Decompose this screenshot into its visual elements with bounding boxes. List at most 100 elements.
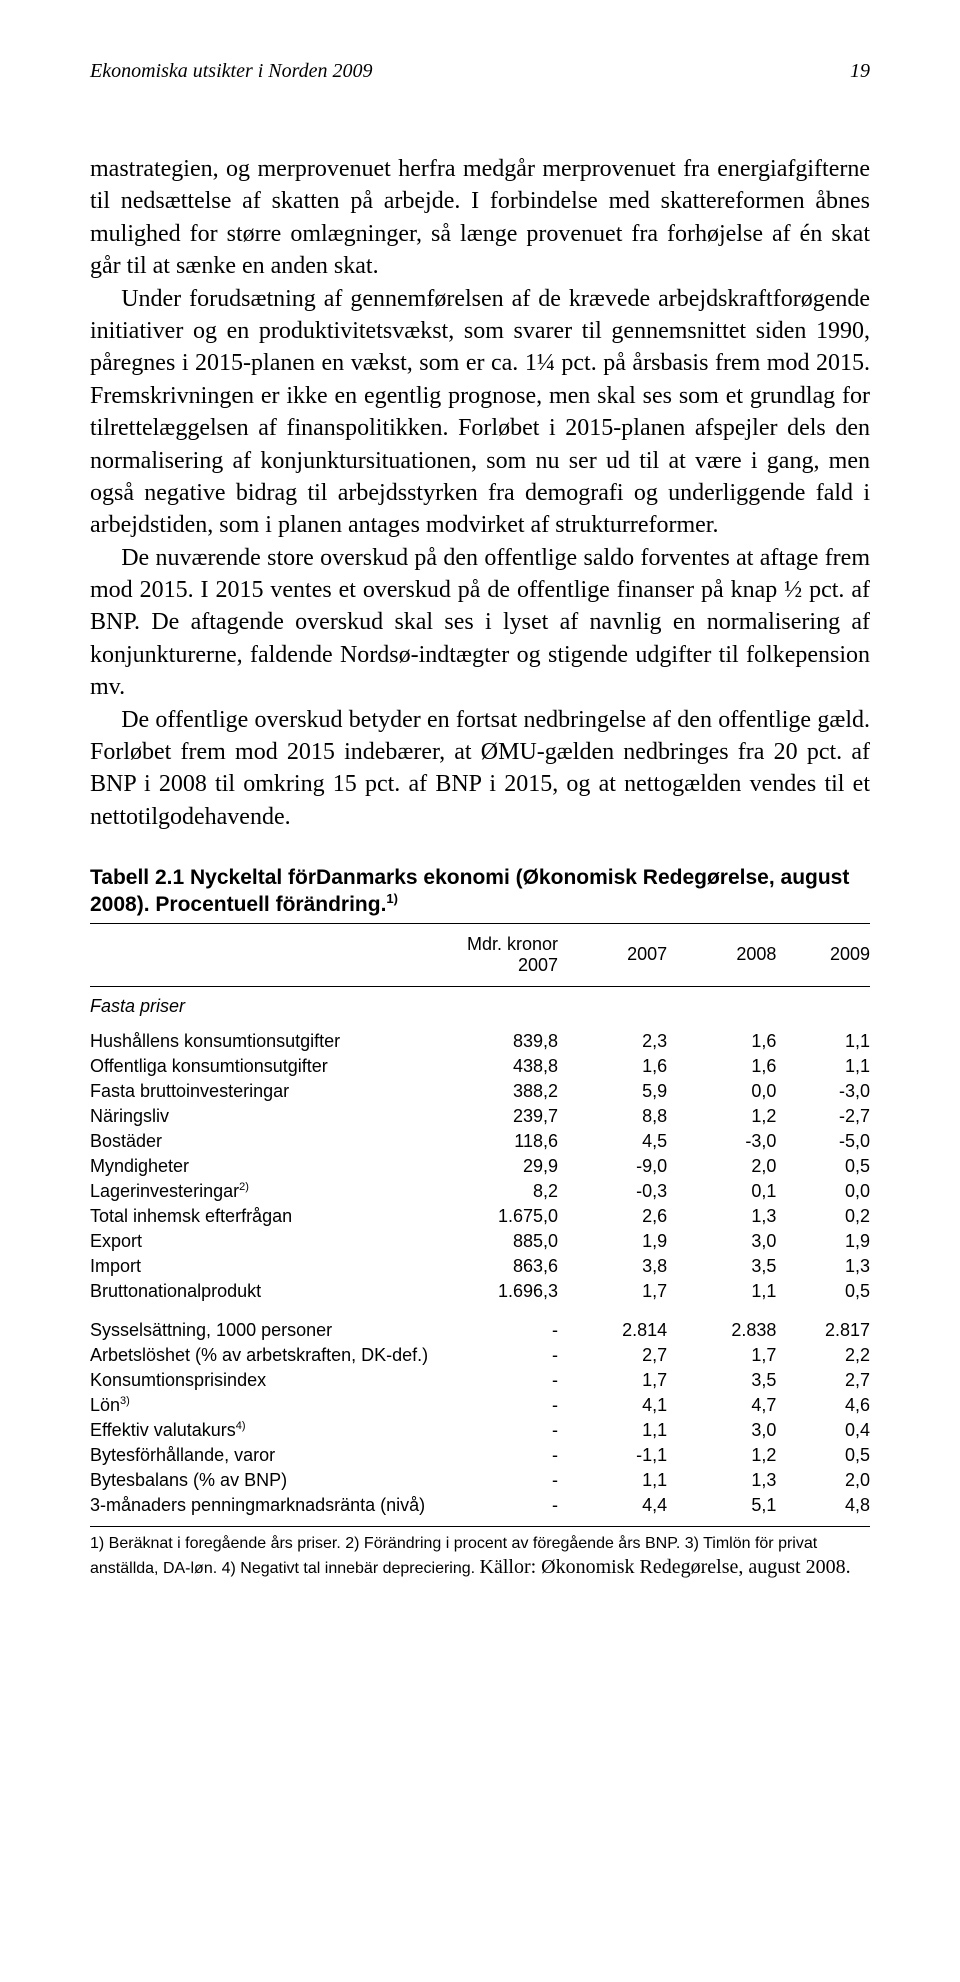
cell-2008: 0,0 bbox=[667, 1079, 776, 1104]
col-2008: 2008 bbox=[667, 923, 776, 986]
cell-2009: 0,4 bbox=[776, 1418, 870, 1443]
cell-value: 29,9 bbox=[433, 1154, 558, 1179]
cell-2007: 1,6 bbox=[558, 1054, 667, 1079]
table-row: Effektiv valutakurs4)-1,13,00,4 bbox=[90, 1418, 870, 1443]
row-label: Bostäder bbox=[90, 1129, 433, 1154]
table-row: Arbetslöshet (% av arbetskraften, DK-def… bbox=[90, 1343, 870, 1368]
row-label: Total inhemsk efterfrågan bbox=[90, 1204, 433, 1229]
cell-2009: 2,0 bbox=[776, 1468, 870, 1493]
cell-value: 1.675,0 bbox=[433, 1204, 558, 1229]
cell-value: 438,8 bbox=[433, 1054, 558, 1079]
table-row: Export885,01,93,01,9 bbox=[90, 1229, 870, 1254]
cell-2007: 4,5 bbox=[558, 1129, 667, 1154]
cell-2007: 4,4 bbox=[558, 1493, 667, 1518]
row-label: Myndigheter bbox=[90, 1154, 433, 1179]
cell-value: 1.696,3 bbox=[433, 1279, 558, 1304]
cell-2007: 1,7 bbox=[558, 1368, 667, 1393]
table-row: Bytesförhållande, varor--1,11,20,5 bbox=[90, 1443, 870, 1468]
table-row: Lön3)-4,14,74,6 bbox=[90, 1393, 870, 1418]
paragraph-2: Under forudsætning af gennemførelsen af … bbox=[90, 283, 870, 542]
cell-2008: -3,0 bbox=[667, 1129, 776, 1154]
cell-value: - bbox=[433, 1418, 558, 1443]
cell-2007: 4,1 bbox=[558, 1393, 667, 1418]
table-title-line2: Procentuell förändring. bbox=[155, 893, 386, 916]
cell-value: 839,8 bbox=[433, 1029, 558, 1054]
cell-value: - bbox=[433, 1343, 558, 1368]
cell-2009: 0,0 bbox=[776, 1179, 870, 1204]
cell-2008: 2.838 bbox=[667, 1318, 776, 1343]
table-row: Offentliga konsumtionsutgifter438,81,61,… bbox=[90, 1054, 870, 1079]
table-footnote: 1) Beräknat i foregående års priser. 2) … bbox=[90, 1526, 870, 1583]
table-row: Bytesbalans (% av BNP)-1,11,32,0 bbox=[90, 1468, 870, 1493]
cell-value: 239,7 bbox=[433, 1104, 558, 1129]
cell-2008: 1,3 bbox=[667, 1204, 776, 1229]
row-label: Offentliga konsumtionsutgifter bbox=[90, 1054, 433, 1079]
paragraph-4: De offentlige overskud betyder en fortsa… bbox=[90, 704, 870, 834]
cell-2007: -0,3 bbox=[558, 1179, 667, 1204]
row-label: Konsumtionsprisindex bbox=[90, 1368, 433, 1393]
cell-2009: 0,5 bbox=[776, 1443, 870, 1468]
row-label: Lön3) bbox=[90, 1393, 433, 1418]
cell-2009: 1,1 bbox=[776, 1029, 870, 1054]
cell-2008: 1,7 bbox=[667, 1343, 776, 1368]
cell-2008: 3,0 bbox=[667, 1418, 776, 1443]
cell-value: - bbox=[433, 1443, 558, 1468]
cell-value: 885,0 bbox=[433, 1229, 558, 1254]
row-label: Export bbox=[90, 1229, 433, 1254]
cell-2008: 3,0 bbox=[667, 1229, 776, 1254]
row-label: Arbetslöshet (% av arbetskraften, DK-def… bbox=[90, 1343, 433, 1368]
cell-2008: 1,1 bbox=[667, 1279, 776, 1304]
cell-2008: 1,3 bbox=[667, 1468, 776, 1493]
row-label: 3-månaders penningmarknadsränta (nivå) bbox=[90, 1493, 433, 1518]
cell-2007: 2,7 bbox=[558, 1343, 667, 1368]
table-row: 3-månaders penningmarknadsränta (nivå)-4… bbox=[90, 1493, 870, 1518]
cell-2009: 0,5 bbox=[776, 1154, 870, 1179]
cell-2009: 1,1 bbox=[776, 1054, 870, 1079]
cell-value: - bbox=[433, 1493, 558, 1518]
cell-2007: 8,8 bbox=[558, 1104, 667, 1129]
cell-2009: 0,5 bbox=[776, 1279, 870, 1304]
cell-value: 863,6 bbox=[433, 1254, 558, 1279]
cell-2008: 1,2 bbox=[667, 1104, 776, 1129]
row-label: Bytesbalans (% av BNP) bbox=[90, 1468, 433, 1493]
table-row: Konsumtionsprisindex-1,73,52,7 bbox=[90, 1368, 870, 1393]
cell-2009: 1,3 bbox=[776, 1254, 870, 1279]
cell-2008: 2,0 bbox=[667, 1154, 776, 1179]
paragraph-1: mastrategien, og merprovenuet herfra med… bbox=[90, 153, 870, 283]
cell-value: - bbox=[433, 1393, 558, 1418]
row-label: Sysselsättning, 1000 personer bbox=[90, 1318, 433, 1343]
cell-2009: 2.817 bbox=[776, 1318, 870, 1343]
table-header-row: Mdr. kronor 2007 2007 2008 2009 bbox=[90, 923, 870, 986]
table-row: Bostäder118,64,5-3,0-5,0 bbox=[90, 1129, 870, 1154]
cell-2009: -2,7 bbox=[776, 1104, 870, 1129]
cell-2007: 5,9 bbox=[558, 1079, 667, 1104]
cell-value: - bbox=[433, 1468, 558, 1493]
cell-2009: 2,2 bbox=[776, 1343, 870, 1368]
cell-2009: 1,9 bbox=[776, 1229, 870, 1254]
section-fasta-priser: Fasta priser bbox=[90, 994, 870, 1019]
cell-2008: 3,5 bbox=[667, 1254, 776, 1279]
cell-2008: 1,2 bbox=[667, 1443, 776, 1468]
page-header: Ekonomiska utsikter i Norden 2009 19 bbox=[90, 60, 870, 83]
row-label: Bruttonationalprodukt bbox=[90, 1279, 433, 1304]
cell-2007: 2.814 bbox=[558, 1318, 667, 1343]
cell-value: - bbox=[433, 1368, 558, 1393]
cell-2008: 5,1 bbox=[667, 1493, 776, 1518]
cell-value: 388,2 bbox=[433, 1079, 558, 1104]
cell-2007: 2,6 bbox=[558, 1204, 667, 1229]
cell-2007: 1,1 bbox=[558, 1468, 667, 1493]
col-2007: 2007 bbox=[558, 923, 667, 986]
cell-2007: 3,8 bbox=[558, 1254, 667, 1279]
table-title-sup: 1) bbox=[386, 891, 398, 906]
col-mdr: Mdr. kronor 2007 bbox=[433, 923, 558, 986]
row-label: Effektiv valutakurs4) bbox=[90, 1418, 433, 1443]
cell-2008: 1,6 bbox=[667, 1054, 776, 1079]
cell-2007: 1,1 bbox=[558, 1418, 667, 1443]
row-label: Fasta bruttoinvesteringar bbox=[90, 1079, 433, 1104]
table-row: Näringsliv239,78,81,2-2,7 bbox=[90, 1104, 870, 1129]
data-table: Mdr. kronor 2007 2007 2008 2009 Fasta pr… bbox=[90, 923, 870, 1584]
table-row: Sysselsättning, 1000 personer-2.8142.838… bbox=[90, 1318, 870, 1343]
row-label: Import bbox=[90, 1254, 433, 1279]
cell-2009: -5,0 bbox=[776, 1129, 870, 1154]
row-label: Lagerinvesteringar2) bbox=[90, 1179, 433, 1204]
